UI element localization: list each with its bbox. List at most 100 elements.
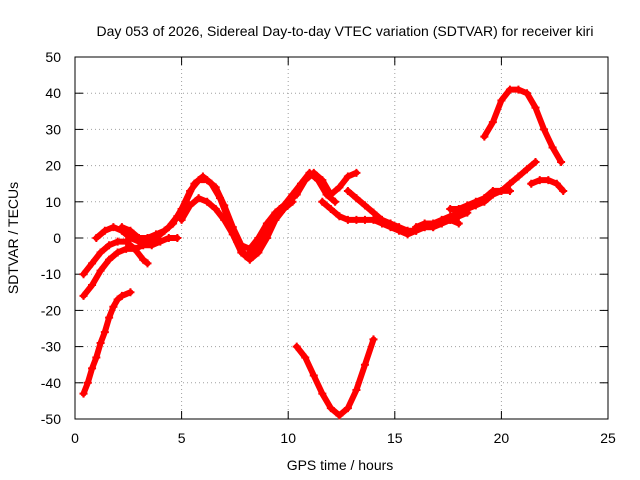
data-point <box>122 244 131 253</box>
data-point <box>309 371 318 380</box>
data-point <box>522 89 531 98</box>
data-point <box>343 172 352 181</box>
data-point <box>548 143 557 152</box>
data-point <box>88 281 97 290</box>
data-point <box>326 190 335 199</box>
data-point <box>544 176 553 185</box>
y-tick-label: 10 <box>45 194 61 210</box>
data-point <box>318 176 327 185</box>
data-point <box>83 378 92 387</box>
x-tick-label: 0 <box>71 430 79 446</box>
data-point <box>113 248 122 257</box>
data-point <box>497 96 506 105</box>
series-line <box>481 86 565 165</box>
series-line <box>528 177 567 194</box>
data-point <box>207 179 216 188</box>
data-point <box>335 212 344 221</box>
x-tick-label: 10 <box>280 430 296 446</box>
data-point <box>540 125 549 134</box>
data-point <box>156 237 165 246</box>
data-point <box>100 226 109 235</box>
data-point <box>258 230 267 239</box>
data-point <box>130 244 139 253</box>
data-point <box>454 219 463 228</box>
data-point <box>181 197 190 206</box>
data-point <box>343 215 352 224</box>
series-s6 <box>147 168 361 261</box>
data-point <box>220 215 229 224</box>
data-point <box>403 226 412 235</box>
data-point <box>369 215 378 224</box>
data-point <box>488 186 497 195</box>
data-point <box>177 215 186 224</box>
data-point <box>139 255 148 264</box>
y-tick-label: 20 <box>45 158 61 174</box>
y-tick-label: -20 <box>41 302 61 318</box>
data-point <box>164 223 173 232</box>
data-point <box>215 194 224 203</box>
data-point <box>343 186 352 195</box>
data-point <box>454 205 463 214</box>
data-point <box>301 353 310 362</box>
data-point <box>228 230 237 239</box>
data-point <box>250 244 259 253</box>
data-point <box>79 389 88 398</box>
series-s13 <box>480 85 566 166</box>
y-axis-label: SDTVAR / TECUs <box>5 182 21 294</box>
data-point <box>173 234 182 242</box>
data-point <box>100 328 109 337</box>
data-point <box>352 194 361 203</box>
data-point <box>360 215 369 224</box>
data-point <box>386 219 395 228</box>
y-tick-label: -50 <box>41 411 61 427</box>
data-point <box>211 205 220 214</box>
data-point <box>113 237 122 246</box>
data-point <box>105 255 114 264</box>
data-point <box>369 208 378 217</box>
data-point <box>378 215 387 224</box>
data-point <box>531 157 540 166</box>
data-point <box>292 342 301 351</box>
data-point <box>92 234 101 242</box>
data-point <box>126 226 135 235</box>
data-point <box>343 404 352 413</box>
data-point <box>318 197 327 206</box>
data-point <box>79 270 88 279</box>
data-point <box>147 237 156 246</box>
data-point <box>505 179 514 188</box>
x-tick-label: 20 <box>494 430 510 446</box>
data-point <box>105 313 114 322</box>
data-point <box>194 194 203 203</box>
y-tick-label: 40 <box>45 85 61 101</box>
series-line <box>80 289 134 397</box>
data-point <box>331 197 340 206</box>
series-s10 <box>343 186 463 235</box>
data-point <box>156 230 165 239</box>
data-point <box>105 241 114 250</box>
series-s1 <box>79 288 135 398</box>
data-point <box>480 194 489 203</box>
data-point <box>412 223 421 232</box>
data-point <box>552 179 561 188</box>
data-point <box>360 201 369 210</box>
data-point <box>109 223 118 232</box>
data-point <box>190 179 199 188</box>
data-point <box>279 205 288 214</box>
data-point <box>535 176 544 185</box>
data-point <box>514 172 523 181</box>
data-point <box>126 288 135 297</box>
x-tick-label: 25 <box>600 430 616 446</box>
y-tick-label: 0 <box>53 230 61 246</box>
data-point <box>369 335 378 344</box>
data-point <box>88 259 97 268</box>
data-point <box>335 411 344 420</box>
data-point <box>505 186 514 195</box>
y-tick-label: 30 <box>45 121 61 137</box>
data-point <box>117 291 126 300</box>
data-point <box>557 157 566 166</box>
data-points <box>79 85 568 420</box>
data-point <box>292 190 301 199</box>
data-point <box>96 338 105 347</box>
data-point <box>186 201 195 210</box>
